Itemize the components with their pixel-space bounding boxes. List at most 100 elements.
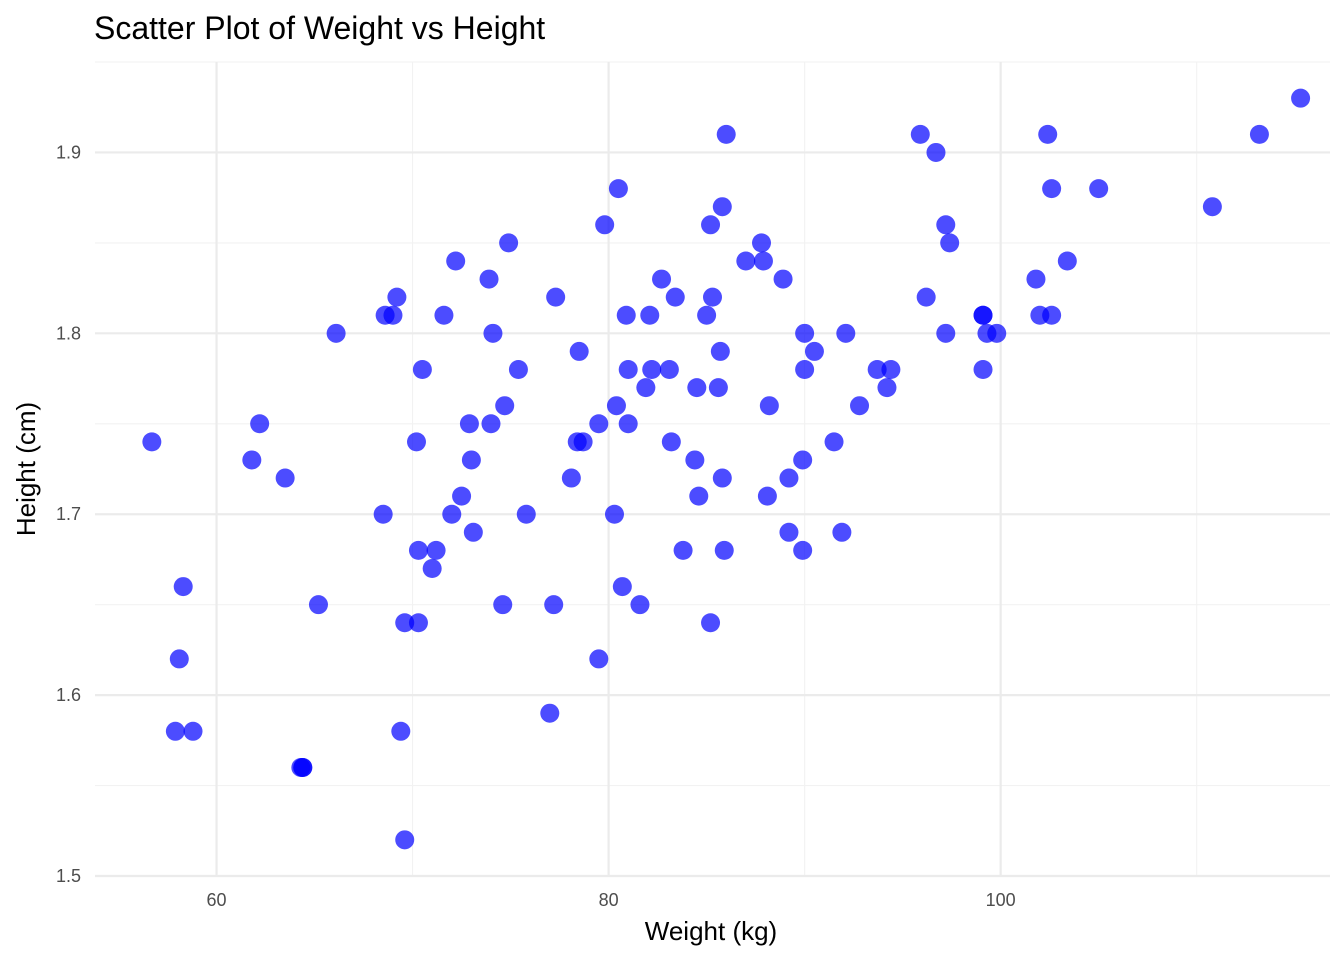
data-point: [589, 414, 609, 434]
data-point: [589, 649, 609, 669]
data-point: [293, 757, 313, 777]
data-point: [173, 577, 193, 597]
data-point: [1089, 179, 1109, 199]
data-point: [1026, 269, 1046, 289]
data-point: [936, 323, 956, 343]
data-point: [426, 540, 446, 560]
data-point: [689, 486, 709, 506]
data-point: [446, 251, 466, 271]
data-point: [1038, 124, 1058, 144]
data-point: [383, 305, 403, 325]
data-point: [779, 522, 799, 542]
data-point: [493, 595, 513, 615]
data-point: [573, 432, 593, 452]
data-point: [308, 595, 328, 615]
data-point: [712, 197, 732, 217]
data-point: [779, 468, 799, 488]
data-point: [169, 649, 189, 669]
y-tick-label: 1.9: [56, 142, 81, 162]
data-point: [516, 504, 536, 524]
data-point: [640, 305, 660, 325]
data-point: [463, 522, 483, 542]
data-point: [708, 378, 728, 398]
data-point: [881, 360, 901, 380]
data-point: [987, 323, 1007, 343]
data-point: [499, 233, 519, 253]
data-point: [832, 522, 852, 542]
data-point: [910, 124, 930, 144]
data-point: [736, 251, 756, 271]
data-point: [508, 360, 528, 380]
data-point: [616, 305, 636, 325]
y-tick-label: 1.8: [56, 323, 81, 343]
data-point: [867, 360, 887, 380]
minor-gridlines: [95, 61, 1330, 876]
data-point: [442, 504, 462, 524]
data-point: [850, 396, 870, 416]
data-point: [877, 378, 897, 398]
data-point: [395, 830, 415, 850]
data-point: [569, 341, 589, 361]
data-point: [701, 215, 721, 235]
data-point: [483, 323, 503, 343]
data-point: [612, 577, 632, 597]
y-axis-tick-labels: 1.5 1.6 1.7 1.8 1.9: [56, 142, 81, 886]
data-point: [642, 360, 662, 380]
data-point: [973, 305, 993, 325]
data-point: [540, 703, 560, 723]
data-point: [183, 721, 203, 741]
data-point: [495, 396, 515, 416]
data-point: [412, 360, 432, 380]
data-point: [606, 396, 626, 416]
data-point: [661, 432, 681, 452]
data-point: [804, 341, 824, 361]
data-point: [1202, 197, 1222, 217]
x-tick-label: 80: [599, 890, 619, 910]
data-point: [701, 613, 721, 633]
data-point: [561, 468, 581, 488]
data-point: [373, 504, 393, 524]
data-point: [685, 450, 705, 470]
data-point: [595, 215, 615, 235]
data-point: [630, 595, 650, 615]
data-point: [481, 414, 501, 434]
data-point: [391, 721, 411, 741]
data-point: [461, 450, 481, 470]
data-point: [793, 540, 813, 560]
scatter-points: [142, 88, 1311, 850]
data-point: [973, 360, 993, 380]
data-point: [326, 323, 346, 343]
x-axis-title: Weight (kg): [645, 916, 777, 946]
data-point: [1249, 124, 1269, 144]
y-tick-label: 1.5: [56, 866, 81, 886]
data-point: [795, 360, 815, 380]
data-point: [608, 179, 628, 199]
data-point: [710, 341, 730, 361]
data-point: [716, 124, 736, 144]
x-tick-label: 100: [986, 890, 1016, 910]
data-point: [795, 323, 815, 343]
y-tick-label: 1.6: [56, 685, 81, 705]
data-point: [659, 360, 679, 380]
data-point: [712, 468, 732, 488]
data-point: [479, 269, 499, 289]
major-gridlines: [95, 62, 1330, 878]
data-point: [916, 287, 936, 307]
data-point: [546, 287, 566, 307]
data-point: [452, 486, 472, 506]
data-point: [652, 269, 672, 289]
data-point: [1042, 179, 1062, 199]
data-point: [422, 558, 442, 578]
data-point: [793, 450, 813, 470]
data-point: [824, 432, 844, 452]
data-point: [604, 504, 624, 524]
data-point: [697, 305, 717, 325]
data-point: [275, 468, 295, 488]
data-point: [703, 287, 722, 307]
data-point: [618, 414, 638, 434]
data-point: [395, 613, 415, 633]
x-tick-label: 60: [207, 890, 227, 910]
data-point: [242, 450, 262, 470]
data-point: [406, 432, 426, 452]
data-point: [665, 287, 685, 307]
